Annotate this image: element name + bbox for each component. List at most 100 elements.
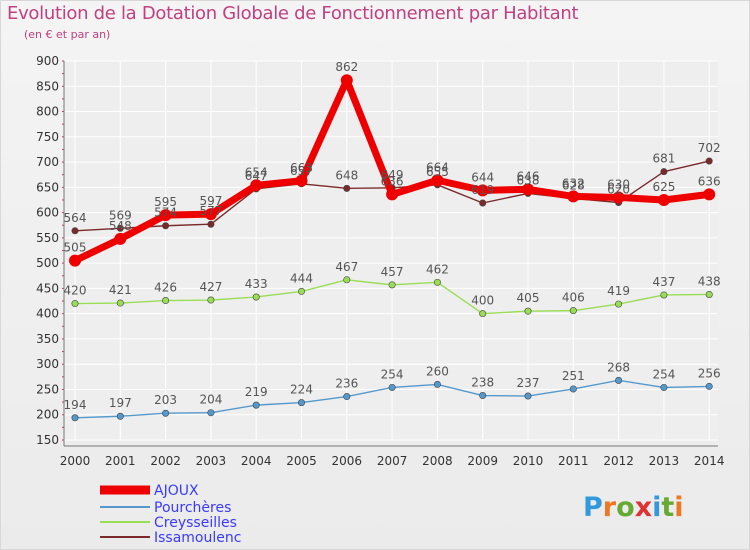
x-tick-label: 2001 (105, 454, 136, 468)
data-point-ajoux (567, 190, 580, 203)
data-label-issamoulenc: 574 (154, 206, 177, 220)
data-point-pourchres (433, 380, 441, 388)
brand-logo-letter: i (674, 492, 683, 523)
x-tick-label: 2000 (60, 454, 91, 468)
data-point-ajoux (204, 208, 217, 221)
y-tick-label: 200 (36, 408, 59, 422)
data-point-ajoux (295, 174, 308, 187)
data-point-pourchres (71, 414, 79, 422)
data-point-pourchres (705, 382, 713, 390)
data-point-issamoulenc (207, 220, 215, 228)
x-tick-label: 2009 (467, 454, 498, 468)
data-point-pourchres (569, 385, 577, 393)
data-label-pourchres: 197 (109, 396, 132, 410)
data-point-creysseilles (660, 291, 668, 299)
data-label-pourchres: 224 (290, 383, 313, 397)
data-label-pourchres: 268 (607, 360, 630, 374)
data-label-issamoulenc: 620 (607, 182, 630, 196)
data-point-issamoulenc (162, 222, 170, 230)
data-label-creysseilles: 421 (109, 283, 132, 297)
data-label-issamoulenc: 564 (64, 211, 87, 225)
brand-logo-letter: o (616, 492, 635, 523)
data-point-issamoulenc (116, 224, 124, 232)
data-point-ajoux (69, 254, 81, 267)
x-tick-label: 2013 (649, 454, 680, 468)
data-label-ajoux: 663 (290, 161, 313, 175)
data-label-pourchres: 254 (652, 367, 675, 381)
y-tick-label: 750 (36, 130, 59, 144)
legend-label: Creysseilles (154, 515, 237, 531)
data-point-creysseilles (433, 278, 441, 286)
legend-label: Issamoulenc (154, 530, 241, 546)
brand-logo-letter: i (652, 492, 661, 523)
brand-logo-letter: x (635, 492, 652, 523)
x-tick-label: 2011 (558, 454, 589, 468)
data-label-issamoulenc: 619 (471, 183, 494, 197)
data-point-creysseilles (524, 307, 532, 315)
data-point-issamoulenc (705, 157, 713, 165)
y-tick-label: 600 (36, 206, 59, 220)
data-label-ajoux: 632 (562, 176, 585, 190)
y-tick-label: 400 (36, 307, 59, 321)
data-label-ajoux: 597 (199, 194, 222, 208)
y-tick-label: 650 (36, 180, 59, 194)
data-label-pourchres: 204 (199, 393, 222, 407)
data-label-pourchres: 254 (381, 367, 404, 381)
data-label-creysseilles: 437 (652, 275, 675, 289)
x-tick-label: 2005 (286, 454, 317, 468)
data-label-pourchres: 260 (426, 364, 449, 378)
x-tick-label: 2003 (196, 454, 227, 468)
data-point-ajoux (657, 193, 670, 206)
data-point-ajoux (386, 188, 399, 201)
plot-area (64, 61, 718, 440)
data-point-ajoux (114, 232, 127, 245)
data-label-ajoux: 636 (381, 174, 404, 188)
data-label-pourchres: 203 (154, 393, 177, 407)
data-point-pourchres (116, 412, 124, 420)
data-label-creysseilles: 420 (64, 284, 87, 298)
data-label-issamoulenc: 638 (517, 173, 540, 187)
data-label-creysseilles: 438 (698, 274, 721, 288)
data-label-creysseilles: 433 (245, 277, 268, 291)
data-point-creysseilles (705, 290, 713, 298)
data-point-ajoux (250, 179, 263, 192)
data-point-ajoux (703, 188, 716, 201)
data-label-creysseilles: 405 (517, 291, 540, 305)
data-label-creysseilles: 426 (154, 281, 177, 295)
data-label-issamoulenc: 657 (290, 164, 313, 178)
data-label-pourchres: 256 (698, 366, 721, 380)
data-label-ajoux: 505 (64, 241, 87, 255)
x-tick-label: 2002 (150, 454, 181, 468)
data-label-issamoulenc: 655 (426, 165, 449, 179)
data-label-ajoux: 862 (335, 60, 358, 74)
data-point-ajoux (340, 74, 353, 87)
data-point-creysseilles (479, 310, 487, 318)
data-point-pourchres (660, 383, 668, 391)
brand-logo-letter: P (583, 492, 603, 523)
data-point-ajoux (159, 209, 172, 222)
data-point-issamoulenc (660, 168, 668, 176)
data-label-pourchres: 194 (64, 398, 87, 412)
data-label-creysseilles: 400 (471, 294, 494, 308)
data-label-ajoux: 630 (607, 177, 630, 191)
data-label-issamoulenc: 648 (335, 168, 358, 182)
data-label-pourchres: 236 (335, 377, 358, 391)
x-tick-label: 2006 (332, 454, 363, 468)
y-tick-label: 150 (36, 433, 59, 447)
data-label-creysseilles: 462 (426, 262, 449, 276)
data-point-ajoux (522, 183, 534, 196)
data-point-creysseilles (252, 293, 260, 301)
data-point-issamoulenc (343, 184, 351, 192)
data-point-creysseilles (116, 299, 124, 307)
y-tick-label: 900 (36, 54, 59, 68)
data-label-ajoux: 625 (652, 180, 675, 194)
data-point-issamoulenc (479, 199, 487, 207)
x-tick-label: 2014 (694, 454, 725, 468)
data-label-creysseilles: 406 (562, 291, 585, 305)
y-tick-label: 250 (36, 382, 59, 396)
data-point-pourchres (207, 409, 215, 417)
data-point-ajoux (431, 174, 444, 187)
data-point-pourchres (343, 393, 351, 401)
brand-logo: Proxiti (583, 492, 684, 523)
data-label-creysseilles: 467 (335, 260, 358, 274)
